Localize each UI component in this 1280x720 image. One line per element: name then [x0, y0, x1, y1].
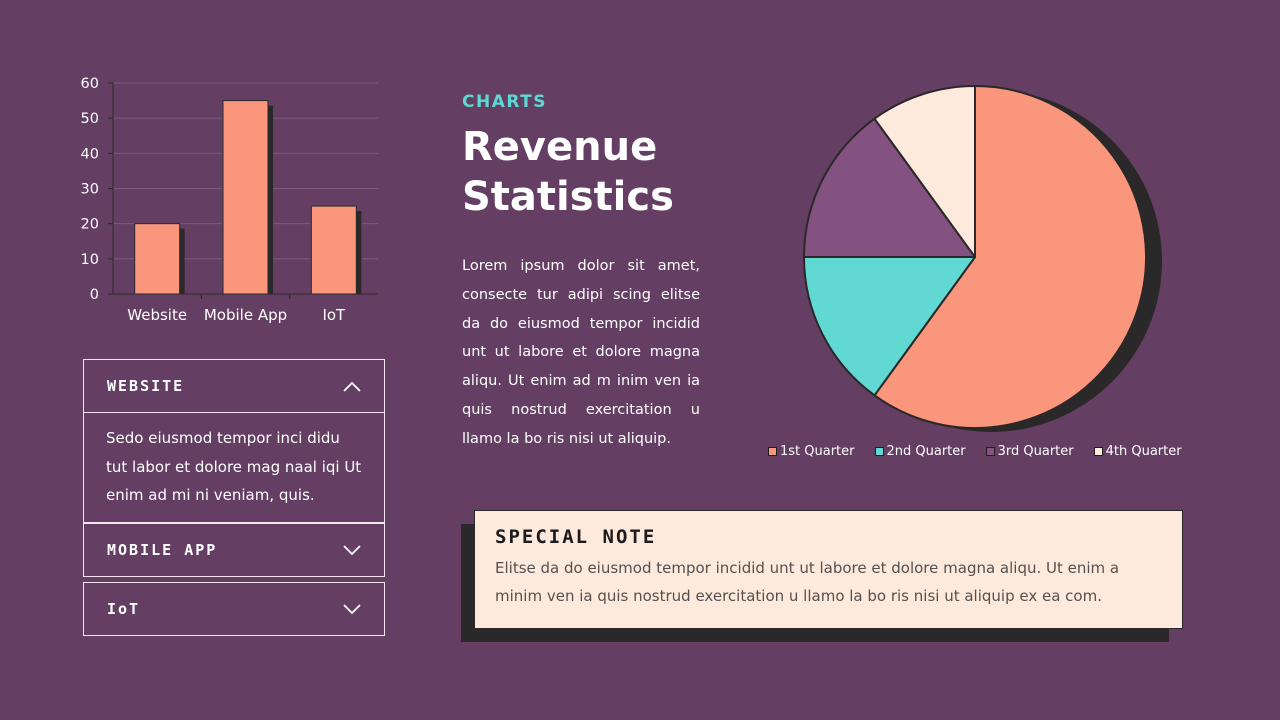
pie-slice	[803, 117, 976, 258]
legend-item-q4: 4th Quarter	[1093, 444, 1182, 459]
accordion-title-website: WEBSITE	[107, 377, 185, 395]
special-note: SPECIAL NOTE Elitse da do eiusmod tempor…	[474, 510, 1183, 629]
section-kicker: CHARTS	[462, 92, 548, 112]
bar	[310, 205, 357, 295]
note-text: Elitse da do eiusmod tempor incidid unt …	[495, 559, 1120, 605]
intro-paragraph: Lorem ipsum dolor sit amet, consecte tur…	[462, 258, 700, 447]
legend-item-q2: 2nd Quarter	[874, 444, 966, 459]
y-tick-label: 20	[81, 217, 99, 233]
y-tick-label: 10	[81, 252, 99, 268]
y-tick-label: 0	[90, 287, 99, 303]
accordion-mobile-app: MOBILE APP	[83, 523, 385, 577]
legend-label: 2nd Quarter	[886, 444, 966, 459]
pie-slice	[873, 85, 1147, 429]
accordion-title-iot: IoT	[107, 600, 141, 618]
y-tick-label: 50	[81, 111, 99, 127]
legend-swatch	[768, 447, 777, 456]
accordion-header-iot[interactable]: IoT	[84, 583, 384, 635]
note-title: SPECIAL NOTE	[495, 526, 657, 548]
chevron-up-icon	[343, 381, 361, 392]
pie-slice	[803, 256, 976, 397]
y-tick-label: 60	[81, 76, 99, 92]
chevron-down-icon	[343, 545, 361, 556]
accordion-body-website: Sedo eiusmod tempor inci didu tut labor …	[84, 412, 384, 522]
legend-swatch	[1093, 447, 1103, 456]
page-title: Revenue Statistics	[462, 124, 674, 220]
legend-item-q1: 1st Quarter	[768, 444, 855, 459]
accordion-website: WEBSITE Sedo eiusmod tempor inci didu tu…	[83, 359, 385, 523]
bar	[134, 223, 181, 295]
legend-label: 1st Quarter	[780, 444, 855, 459]
chevron-down-icon	[343, 604, 361, 615]
pie-chart	[803, 85, 1162, 432]
legend-swatch	[874, 447, 884, 456]
x-tick-label: Website	[127, 306, 187, 324]
legend-item-q3: 3rd Quarter	[985, 444, 1074, 459]
pie-slice	[873, 85, 976, 258]
pie-legend: 1st Quarter 2nd Quarter 3rd Quarter 4th …	[768, 444, 1182, 459]
accordion-header-website[interactable]: WEBSITE	[84, 360, 384, 412]
legend-swatch	[985, 447, 995, 456]
y-tick-label: 40	[81, 146, 99, 162]
accordion-title-mobile-app: MOBILE APP	[107, 541, 218, 559]
legend-label: 4th Quarter	[1105, 444, 1182, 459]
y-tick-label: 30	[81, 182, 99, 198]
accordion-header-mobile-app[interactable]: MOBILE APP	[84, 524, 384, 576]
bar-chart: 0 10 20 30 40 50 60 Website Mobile App IoT	[81, 76, 378, 324]
legend-label: 3rd Quarter	[997, 444, 1074, 459]
bar	[222, 100, 269, 295]
accordion-iot: IoT	[83, 582, 385, 636]
x-tick-label: IoT	[322, 306, 346, 324]
x-tick-label: Mobile App	[204, 306, 287, 324]
